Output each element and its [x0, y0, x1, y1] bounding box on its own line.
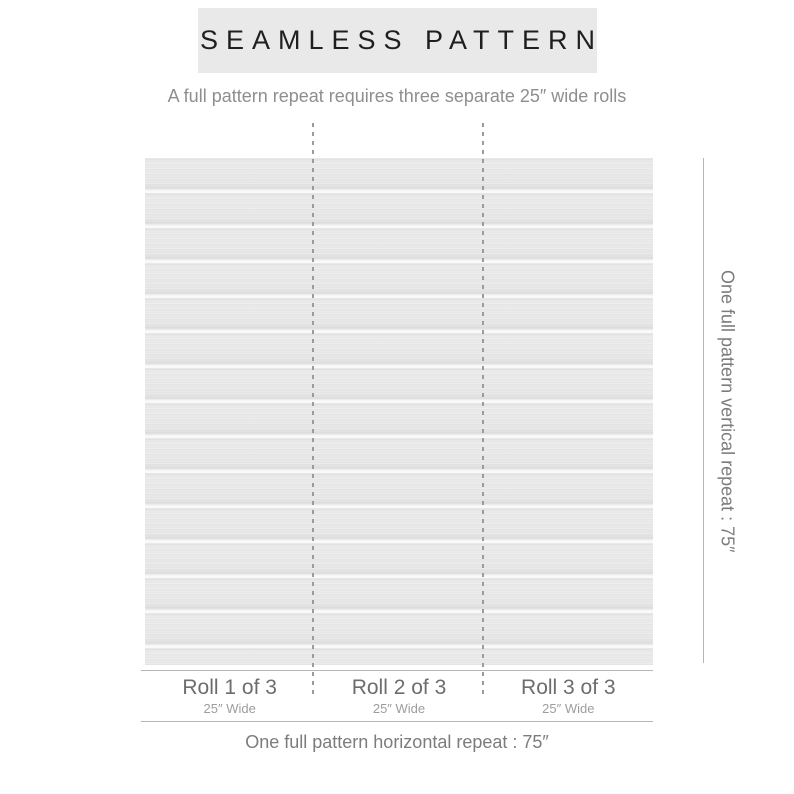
plank-row [145, 473, 653, 504]
plank-row [145, 158, 653, 189]
roll-2-label-group: Roll 2 of 3 25″ Wide [314, 676, 483, 718]
plank-row [145, 368, 653, 399]
roll-3-width: 25″ Wide [542, 701, 595, 717]
roll-1-width: 25″ Wide [203, 701, 256, 717]
roll-3-label-group: Roll 3 of 3 25″ Wide [484, 676, 653, 718]
pattern-swatch [145, 158, 653, 665]
header-banner: SEAMLESS PATTERN [198, 8, 597, 73]
roll-divider-dashed-line-2 [482, 123, 484, 697]
roll-labels-row: Roll 1 of 3 25″ Wide Roll 2 of 3 25″ Wid… [145, 676, 653, 718]
plank-row [145, 333, 653, 364]
horizontal-repeat-caption: One full pattern horizontal repeat : 75″ [245, 732, 549, 752]
roll-2-label: Roll 2 of 3 [351, 676, 447, 699]
roll-3-label: Roll 3 of 3 [521, 676, 616, 699]
plank-row [145, 298, 653, 329]
page-title: SEAMLESS PATTERN [199, 25, 604, 55]
plank-row [145, 403, 653, 434]
roll-1-label: Roll 1 of 3 [182, 676, 277, 699]
subtitle-text: A full pattern repeat requires three sep… [167, 86, 627, 106]
plank-row [145, 263, 653, 294]
plank-row [145, 508, 653, 539]
plank-row [145, 228, 653, 259]
roll-1-label-group: Roll 1 of 3 25″ Wide [145, 676, 314, 718]
rule-line-bottom [141, 721, 653, 722]
plank-row [145, 613, 653, 644]
vertical-repeat-rule-line [703, 158, 704, 663]
roll-2-width: 25″ Wide [372, 701, 426, 717]
plank-row [145, 438, 653, 469]
plank-row [145, 193, 653, 224]
plank-row [145, 543, 653, 574]
plank-row [145, 578, 653, 609]
roll-divider-dashed-line-1 [312, 123, 314, 697]
vertical-repeat-caption: One full pattern vertical repeat : 75″ [717, 270, 738, 553]
plank-row [145, 648, 653, 665]
rule-line-top [141, 670, 653, 671]
